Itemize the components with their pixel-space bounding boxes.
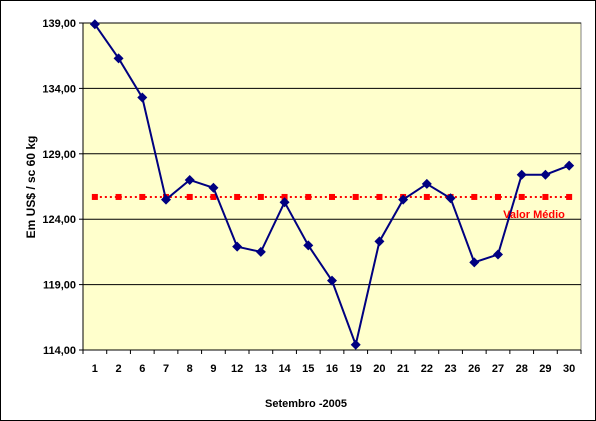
- y-tick-label: 114,00: [43, 345, 76, 357]
- x-tick-label: 23: [444, 363, 456, 375]
- plot-area: [82, 22, 582, 351]
- x-tick-label: 8: [187, 363, 193, 375]
- price-point: [374, 236, 385, 247]
- x-tick-label: 13: [255, 363, 267, 375]
- price-point: [564, 160, 575, 171]
- mean-value-point: [542, 193, 549, 200]
- mean-value-point: [423, 193, 430, 200]
- price-point: [232, 241, 243, 252]
- price-point: [469, 257, 480, 268]
- mean-value-point: [91, 193, 98, 200]
- y-axis-title: Em US$ / sc 60 kg: [24, 136, 38, 239]
- mean-value-point: [305, 193, 312, 200]
- x-tick-label: 12: [231, 363, 243, 375]
- mean-value-annotation: Valor Médio: [503, 209, 565, 221]
- grid-lines: [79, 22, 582, 354]
- mean-value-point: [210, 193, 217, 200]
- x-tick-label: 26: [468, 363, 480, 375]
- price-point: [161, 194, 171, 205]
- x-tick-label: 20: [373, 363, 385, 375]
- mean-value-point: [234, 193, 241, 200]
- x-tick-label: 22: [421, 363, 433, 375]
- price-point: [398, 194, 409, 205]
- price-point: [279, 197, 290, 208]
- mean-value-point: [495, 193, 501, 200]
- y-axis-tick-labels: 114,00 119,00 124,00 129,00 134,00 139,00: [42, 18, 76, 357]
- x-tick-label: 1: [92, 363, 98, 375]
- y-tick-label: 129,00: [42, 149, 76, 161]
- price-point: [493, 249, 503, 260]
- price-point: [516, 169, 527, 180]
- price-point: [113, 53, 124, 64]
- x-tick-label: 14: [278, 363, 291, 375]
- x-tick-label: 27: [492, 363, 504, 375]
- y-tick-label: 119,00: [43, 280, 76, 292]
- y-tick-label: 139,00: [42, 18, 76, 30]
- price-series: [89, 19, 575, 350]
- mean-value-point: [352, 193, 359, 200]
- x-tick-label: 15: [302, 363, 314, 375]
- price-point: [350, 339, 361, 350]
- price-point: [421, 178, 432, 189]
- price-point: [208, 182, 219, 193]
- mean-value-point: [115, 193, 122, 200]
- price-point: [255, 246, 266, 257]
- x-tick-label: 29: [539, 363, 551, 375]
- x-tick-label: 30: [563, 363, 575, 375]
- mean-value-point: [329, 193, 335, 200]
- x-tick-label: 9: [210, 363, 216, 375]
- mean-value-point: [257, 193, 264, 200]
- price-point: [184, 174, 195, 185]
- mean-value-point: [281, 193, 288, 200]
- x-axis-title: Setembro -2005: [265, 398, 347, 410]
- x-tick-label: 28: [516, 363, 528, 375]
- x-axis-tick-labels: 1 2 6 7 8 9 12 13 14 15 16 19 20 21 22 23 26 27 28 29 30: [92, 363, 575, 375]
- x-tick-label: 7: [163, 363, 169, 375]
- price-point: [89, 19, 100, 30]
- price-point: [137, 92, 148, 103]
- y-tick-label: 124,00: [42, 214, 76, 226]
- x-tick-label: 2: [116, 363, 122, 375]
- y-tick-label: 134,00: [42, 83, 76, 95]
- x-tick-label: 19: [350, 363, 362, 375]
- price-point: [445, 193, 456, 204]
- mean-value-point: [566, 193, 573, 200]
- x-tick-label: 16: [326, 363, 338, 375]
- mean-value-point: [518, 193, 525, 200]
- mean-value-point: [139, 193, 146, 200]
- x-tick-label: 6: [139, 363, 145, 375]
- mean-value-point: [186, 193, 193, 200]
- mean-value-point: [471, 193, 478, 200]
- price-point: [540, 169, 551, 180]
- x-tick-label: 21: [397, 363, 409, 375]
- price-point: [327, 275, 337, 286]
- mean-value-point: [376, 193, 383, 200]
- price-point: [303, 240, 314, 251]
